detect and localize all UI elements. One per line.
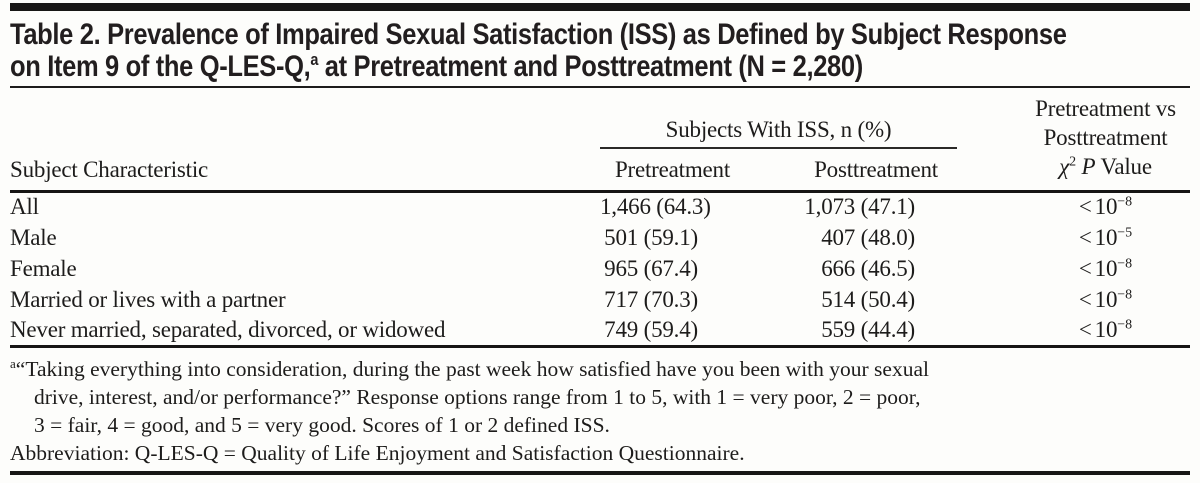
table-row: Female 965 (67.4) 666 (46.5) <10−8 [10,253,1190,284]
p-symbol: P [1081,153,1096,179]
posttreatment-value: 407 (48.0) [821,224,916,250]
pvalue-exponent: −8 [1117,194,1133,210]
footnote-a-line2: drive, interest, and/or performance?” Re… [34,384,921,409]
row-label: Never married, separated, divorced, or w… [10,315,600,348]
pvalue-header-line1: Pretreatment vs [1035,95,1176,121]
abbreviation-line: Abbreviation: Q-LES-Q = Quality of Life … [10,440,745,465]
table-title-line2: on Item 9 of the Q-LES-Q,a at Pretreatme… [10,51,1013,83]
posttreatment-value: 514 (50.4) [821,286,916,312]
row-label: Male [10,224,57,250]
chi-exponent: 2 [1069,153,1076,169]
less-than-sign: < [1078,224,1092,250]
footnote-a-line1: a“Taking everything into consideration, … [10,355,1190,383]
footnote-a-text1: “Taking everything into consideration, d… [15,356,929,381]
pretreatment-column-header: Pretreatment [600,148,745,193]
chi-square-pvalue-label: χ2 P Value [1021,152,1190,181]
subject-characteristic-header: Subject Characteristic [10,88,600,193]
pvalue-exponent: −8 [1117,317,1133,333]
footnotes: a“Taking everything into consideration, … [10,355,1190,467]
pvalue-base: 10 [1094,286,1118,312]
row-label: Married or lives with a partner [10,286,286,312]
table-title: Table 2. Prevalence of Impaired Sexual S… [10,18,1067,83]
pvalue-cell: <10−8 [957,284,1190,315]
less-than-sign: < [1078,255,1092,281]
pvalue-base: 10 [1094,224,1118,250]
pvalue-cell: <10−5 [957,222,1190,253]
pvalue-cell: <10−8 [957,253,1190,284]
less-than-sign: < [1078,316,1092,342]
pretreatment-value: 965 (67.4) [604,255,698,281]
table-body: All 1,466 (64.3) 1,073 (47.1) <10−8 Male… [10,191,1191,348]
pvalue-exponent: −8 [1117,286,1133,302]
value-word: Value [1100,153,1152,179]
table-title-line1: Table 2. Prevalence of Impaired Sexual S… [10,18,1067,51]
table-row: Male 501 (59.1) 407 (48.0) <10−5 [10,222,1190,253]
posttreatment-value: 666 (46.5) [821,255,916,281]
subjects-with-iss-spanner-header: Subjects With ISS, n (%) [600,88,958,149]
pvalue-exponent: −8 [1117,255,1133,271]
title-underline-rule [10,86,1190,88]
pvalue-cell: <10−8 [957,315,1191,348]
row-label: All [10,194,39,220]
prevalence-table: Subject Characteristic Subjects With ISS… [10,88,1191,348]
pvalue-header-line2: Posttreatment [1043,124,1168,150]
table-row: All 1,466 (64.3) 1,073 (47.1) <10−8 [10,191,1190,222]
posttreatment-value: 1,073 (47.1) [804,194,916,220]
pvalue-base: 10 [1094,255,1118,281]
pvalue-base: 10 [1094,194,1118,220]
top-heavy-rule [10,3,1190,11]
less-than-sign: < [1078,286,1092,312]
footnote-a-line3: 3 = fair, 4 = good, and 5 = very good. S… [34,412,610,437]
table-header: Subject Characteristic Subjects With ISS… [10,88,1191,193]
posttreatment-value: 559 (44.4) [745,315,958,348]
less-than-sign: < [1078,194,1092,220]
pretreatment-value: 749 (59.4) [600,315,745,348]
pvalue-column-header: Pretreatment vs Posttreatment χ2 P Value [957,88,1191,193]
title-footnote-marker: a [310,50,319,69]
footnote-a-marker: a [10,355,16,371]
table-row: Married or lives with a partner 717 (70.… [10,284,1190,315]
pvalue-exponent: −5 [1117,224,1133,240]
bottom-heavy-rule [10,470,1190,475]
title-line2-post: at Pretreatment and Posttreatment (N = 2… [318,50,863,83]
chi-symbol: χ [1059,153,1070,179]
row-label: Female [10,255,77,281]
pretreatment-value: 501 (59.1) [604,224,698,250]
pretreatment-value: 1,466 (64.3) [600,194,711,220]
pvalue-cell: <10−8 [957,191,1190,222]
pvalue-base: 10 [1094,316,1118,342]
title-line2-pre: on Item 9 of the Q-LES-Q, [10,50,311,83]
pretreatment-value: 717 (70.3) [604,286,698,312]
posttreatment-column-header: Posttreatment [745,148,958,193]
table-row: Never married, separated, divorced, or w… [10,315,1191,348]
header-row-spanner: Subject Characteristic Subjects With ISS… [10,88,1191,193]
header-row-subcolumns: Pretreatment Posttreatment [10,148,1190,193]
